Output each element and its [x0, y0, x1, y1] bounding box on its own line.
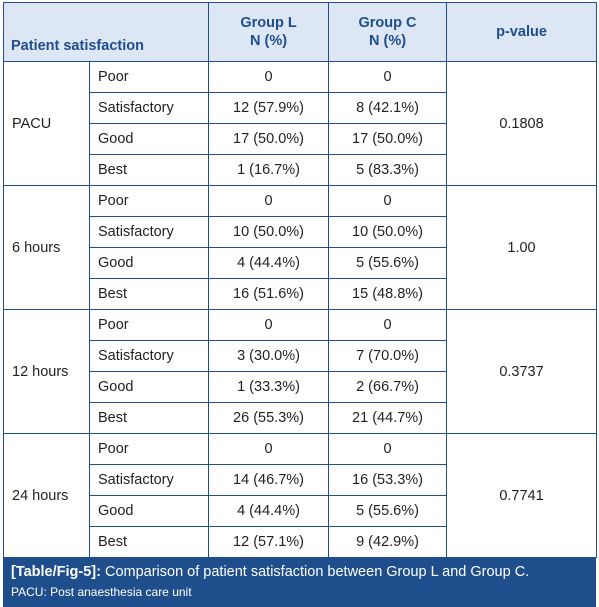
header-group-c-unit: N (%): [368, 33, 407, 49]
group-l-cell: 14 (46.7%): [208, 464, 330, 496]
rating-label: Poor: [88, 309, 210, 341]
group-c-cell: 5 (83.3%): [328, 154, 448, 186]
header-group-c: Group C N (%): [328, 2, 448, 62]
p-value-cell: 0.7741: [446, 433, 598, 558]
table-row: Satisfactory 14 (46.7%) 16 (53.3%): [4, 464, 597, 496]
table-row: Good 4 (44.4%) 5 (55.6%): [4, 247, 597, 279]
p-value-cell: 0.3737: [446, 309, 598, 434]
group-l-cell: 0: [208, 185, 330, 217]
table-row: 12 hours Poor 0 0 0.3737: [3, 309, 598, 434]
table-row: Satisfactory 3 (30.0%) 7 (70.0%): [4, 340, 597, 372]
caption-text: Comparison of patient satisfaction betwe…: [100, 564, 530, 580]
group-c-cell: 2 (66.7%): [328, 371, 448, 403]
header-group-l: Group L N (%): [208, 2, 330, 62]
rating-label: Poor: [88, 61, 210, 93]
table-row: Best 1 (16.7%) 5 (83.3%): [4, 154, 597, 186]
group-l-cell: 12 (57.9%): [208, 92, 330, 124]
group-l-cell: 17 (50.0%): [208, 123, 330, 155]
group-l-cell: 1 (16.7%): [208, 154, 330, 186]
p-value-cell: 0.1808: [446, 61, 598, 186]
table-row: Satisfactory 12 (57.9%) 8 (42.1%): [4, 92, 597, 124]
table-row: 6 hours Poor 0 0 1.00: [3, 185, 598, 310]
rating-label: Best: [88, 278, 210, 310]
rating-label: Good: [88, 247, 210, 279]
group-c-cell: 21 (44.7%): [328, 402, 448, 434]
rating-label: Best: [88, 154, 210, 186]
rating-label: Satisfactory: [88, 464, 210, 496]
group-c-cell: 0: [328, 309, 448, 341]
rating-label: Satisfactory: [88, 216, 210, 248]
table-row: 24 hours Poor 0 0 0.7741: [3, 433, 598, 558]
time-point-label: PACU: [3, 61, 90, 186]
group-c-cell: 5 (55.6%): [328, 495, 448, 527]
table-row: Best 16 (51.6%) 15 (48.8%): [4, 278, 597, 310]
group-l-cell: 0: [208, 433, 330, 465]
table-row: Good 1 (33.3%) 2 (66.7%): [4, 371, 597, 403]
table-body: PACU Poor 0 0 0.1808 Satisfactory 12 (57…: [3, 61, 598, 558]
time-point-label: 6 hours: [3, 185, 90, 310]
rating-label: Best: [88, 526, 210, 558]
satisfaction-table: Patient satisfaction Group L N (%) Group…: [2, 2, 598, 558]
group-c-cell: 7 (70.0%): [328, 340, 448, 372]
group-c-cell: 0: [328, 433, 448, 465]
group-l-cell: 0: [208, 309, 330, 341]
group-c-cell: 0: [328, 185, 448, 217]
header-row: Patient satisfaction Group L N (%) Group…: [2, 2, 598, 62]
group-l-cell: 4 (44.4%): [208, 247, 330, 279]
rating-label: Poor: [88, 185, 210, 217]
time-point-label: 12 hours: [3, 309, 90, 434]
table-row: Good 4 (44.4%) 5 (55.6%): [4, 495, 597, 527]
group-c-cell: 16 (53.3%): [328, 464, 448, 496]
group-l-cell: 26 (55.3%): [208, 402, 330, 434]
group-c-cell: 17 (50.0%): [328, 123, 448, 155]
rating-label: Good: [88, 371, 210, 403]
table-caption: [Table/Fig-5]: Comparison of patient sat…: [3, 558, 596, 607]
group-c-cell: 15 (48.8%): [328, 278, 448, 310]
group-c-cell: 5 (55.6%): [328, 247, 448, 279]
group-l-cell: 0: [208, 61, 330, 93]
group-c-cell: 8 (42.1%): [328, 92, 448, 124]
group-l-cell: 1 (33.3%): [208, 371, 330, 403]
group-l-cell: 16 (51.6%): [208, 278, 330, 310]
group-c-cell: 0: [328, 61, 448, 93]
group-l-cell: 12 (57.1%): [208, 526, 330, 558]
table-row: Satisfactory 10 (50.0%) 10 (50.0%): [4, 216, 597, 248]
caption-title: [Table/Fig-5]: Comparison of patient sat…: [11, 563, 588, 582]
header-p-value: p-value: [446, 2, 598, 62]
rating-label: Best: [88, 402, 210, 434]
caption-note: PACU: Post anaesthesia care unit: [11, 585, 192, 599]
rating-label: Satisfactory: [88, 340, 210, 372]
p-value-cell: 1.00: [446, 185, 598, 310]
table-row: PACU Poor 0 0 0.1808: [3, 61, 598, 186]
header-group-l-name: Group L: [240, 15, 297, 31]
group-c-cell: 10 (50.0%): [328, 216, 448, 248]
rating-label: Satisfactory: [88, 92, 210, 124]
group-l-cell: 4 (44.4%): [208, 495, 330, 527]
caption-tag: [Table/Fig-5]:: [11, 564, 101, 580]
header-group-c-name: Group C: [358, 15, 417, 31]
table-row: Best 12 (57.1%) 9 (42.9%): [4, 526, 597, 558]
group-c-cell: 9 (42.9%): [328, 526, 448, 558]
header-patient-satisfaction: Patient satisfaction: [2, 2, 210, 62]
rating-label: Poor: [88, 433, 210, 465]
table-row: Good 17 (50.0%) 17 (50.0%): [4, 123, 597, 155]
group-l-cell: 3 (30.0%): [208, 340, 330, 372]
table-row: Best 26 (55.3%) 21 (44.7%): [4, 402, 597, 434]
rating-label: Good: [88, 495, 210, 527]
header-group-l-unit: N (%): [249, 33, 288, 49]
time-point-label: 24 hours: [3, 433, 90, 558]
group-l-cell: 10 (50.0%): [208, 216, 330, 248]
rating-label: Good: [88, 123, 210, 155]
